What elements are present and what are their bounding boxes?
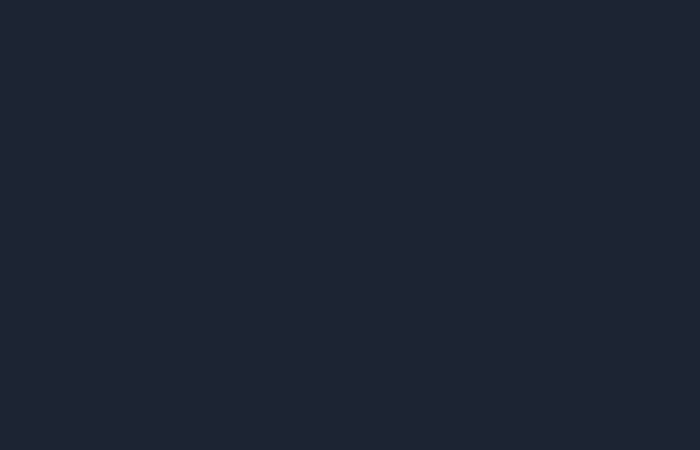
resistance-trend-line[interactable] xyxy=(0,0,700,3)
price-axis[interactable] xyxy=(620,0,700,450)
price-axis-border xyxy=(695,0,697,450)
last-price-tag xyxy=(621,0,698,22)
